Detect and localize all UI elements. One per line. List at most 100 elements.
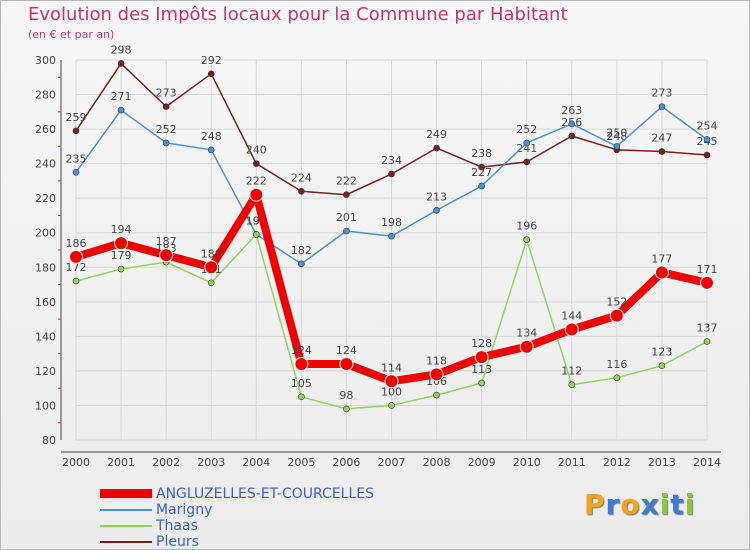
y-tick-label: 100 — [35, 399, 56, 412]
data-point — [519, 339, 534, 354]
legend-label: ANGLUZELLES-ET-COURCELLES — [156, 486, 375, 502]
data-point — [433, 206, 440, 214]
data-point — [388, 232, 395, 240]
data-point — [159, 248, 174, 263]
data-label: 116 — [606, 358, 627, 371]
legend-label: Marigny — [156, 502, 213, 518]
data-label: 171 — [697, 263, 718, 276]
proxiti-logo: Proxiti — [584, 488, 696, 521]
data-label: 263 — [561, 104, 582, 117]
data-label: 144 — [561, 309, 582, 322]
data-label: 201 — [336, 211, 357, 224]
y-tick-label: 200 — [35, 227, 56, 240]
data-label: 124 — [291, 344, 312, 357]
data-label: 182 — [291, 244, 312, 257]
data-point — [658, 103, 666, 110]
data-point — [343, 227, 350, 235]
y-tick-label: 220 — [35, 192, 56, 205]
data-point — [117, 265, 125, 273]
y-tick-label: 140 — [35, 330, 56, 343]
data-point — [252, 160, 260, 167]
data-point — [339, 357, 354, 371]
data-point — [298, 187, 305, 195]
x-tick-label: 2003 — [197, 456, 225, 469]
data-label: 235 — [66, 152, 87, 165]
y-tick-label: 300 — [35, 54, 56, 67]
data-point — [433, 144, 440, 152]
legend-label: Pleurs — [156, 534, 199, 550]
x-tick-label: 2002 — [152, 456, 180, 469]
data-label: 180 — [201, 247, 222, 260]
data-point — [523, 158, 531, 166]
data-label: 252 — [516, 123, 537, 136]
data-point — [162, 139, 170, 147]
data-label: 128 — [471, 337, 492, 350]
data-label: 240 — [246, 144, 267, 157]
data-point — [249, 187, 264, 202]
data-point — [204, 260, 219, 275]
x-tick-label: 2014 — [693, 456, 721, 469]
data-label: 137 — [697, 322, 718, 335]
data-label: 248 — [201, 130, 222, 143]
data-point — [568, 381, 576, 389]
y-tick-label: 160 — [35, 296, 56, 309]
data-label: 227 — [471, 166, 492, 179]
data-label: 100 — [381, 385, 402, 398]
data-label: 198 — [381, 216, 402, 229]
x-tick-label: 2001 — [107, 456, 135, 469]
data-point — [609, 308, 624, 323]
data-point — [700, 275, 714, 290]
data-label: 273 — [651, 87, 672, 100]
y-tick-label: 280 — [35, 89, 56, 102]
data-point — [298, 260, 305, 268]
x-tick-label: 2007 — [378, 456, 406, 469]
data-point — [478, 379, 485, 387]
data-point — [162, 103, 170, 110]
chart-title: Evolution des Impôts locaux pour la Comm… — [28, 4, 568, 25]
data-point — [613, 143, 621, 150]
x-tick-label: 2011 — [558, 456, 586, 469]
data-label: 222 — [336, 175, 357, 188]
data-label: 241 — [516, 142, 537, 155]
legend-label: Thaas — [156, 518, 198, 534]
data-label: 250 — [606, 126, 627, 139]
y-tick-label: 260 — [35, 123, 56, 136]
data-label: 292 — [201, 54, 222, 67]
data-label: 179 — [111, 249, 132, 262]
data-point — [703, 151, 711, 159]
data-point — [384, 374, 399, 389]
data-label: 194 — [111, 223, 132, 236]
x-tick-label: 2012 — [603, 456, 631, 469]
x-tick-label: 2010 — [513, 456, 541, 469]
data-point — [654, 265, 669, 280]
data-label: 213 — [426, 190, 447, 203]
data-point — [478, 182, 485, 190]
data-point — [72, 277, 80, 285]
data-label: 222 — [246, 175, 267, 188]
y-tick-label: 120 — [35, 365, 56, 378]
data-label: 118 — [426, 354, 447, 367]
data-label: 123 — [651, 346, 672, 359]
data-point — [613, 374, 621, 382]
data-label: 249 — [426, 128, 447, 141]
data-point — [388, 402, 395, 409]
data-point — [523, 139, 531, 147]
data-label: 124 — [336, 344, 357, 357]
data-point — [298, 393, 305, 401]
data-label: 105 — [291, 377, 312, 390]
data-label: 196 — [516, 220, 537, 233]
legend-swatch — [100, 541, 152, 543]
data-point — [114, 236, 129, 251]
data-label: 186 — [66, 237, 87, 250]
data-point — [207, 146, 215, 154]
data-point — [478, 163, 485, 171]
data-point — [433, 391, 440, 399]
data-label: 248 — [606, 130, 627, 143]
x-tick-label: 2000 — [62, 456, 90, 469]
data-point — [658, 362, 666, 370]
data-point — [703, 338, 711, 345]
data-label: 187 — [156, 235, 177, 248]
data-point — [207, 70, 215, 78]
data-point — [343, 405, 350, 413]
